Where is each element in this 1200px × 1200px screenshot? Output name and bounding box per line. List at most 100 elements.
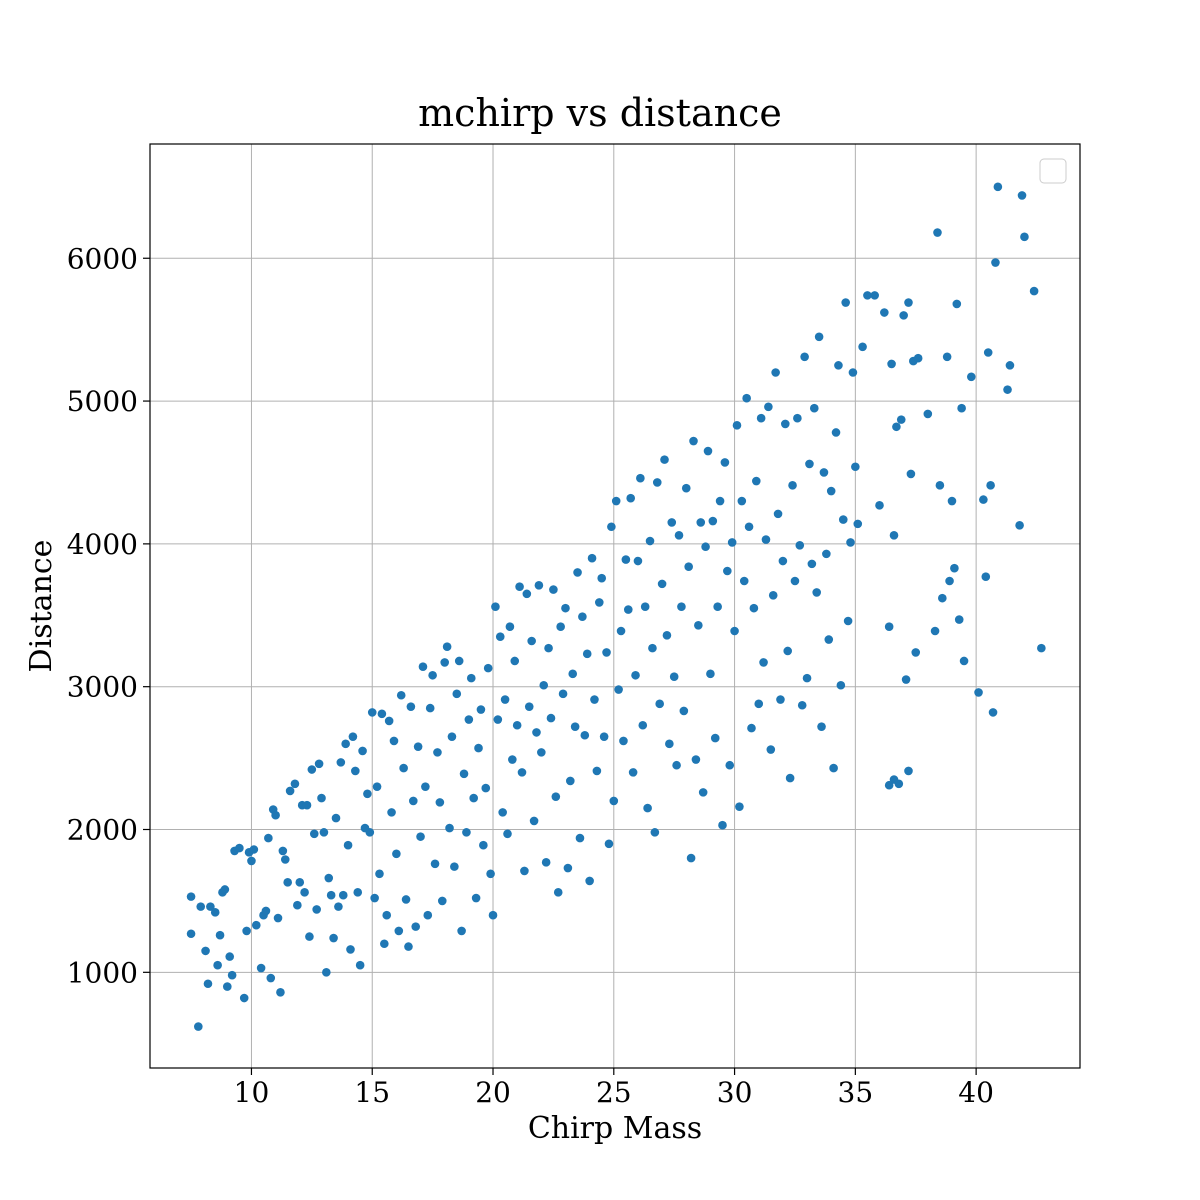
y-axis-ticks: 1000 2000 3000 4000 5000 6000 — [67, 242, 150, 989]
data-point — [401, 895, 411, 904]
data-point — [730, 626, 739, 636]
data-point — [348, 732, 358, 741]
data-point — [773, 509, 783, 519]
data-point — [672, 760, 681, 770]
data-point — [425, 703, 435, 713]
data-point — [611, 496, 621, 506]
data-point — [930, 626, 940, 636]
data-point — [351, 766, 360, 776]
data-point — [831, 428, 841, 437]
data-point — [911, 648, 921, 657]
x-tick-label: 25 — [596, 1076, 632, 1109]
data-point — [648, 643, 657, 653]
data-point — [384, 716, 394, 726]
data-point — [988, 708, 998, 717]
y-tick-label: 4000 — [67, 528, 138, 561]
data-point — [534, 580, 544, 590]
data-point — [735, 802, 744, 811]
data-point — [689, 436, 698, 446]
data-point — [942, 352, 952, 362]
data-point — [619, 736, 628, 746]
data-point — [800, 352, 809, 362]
data-point — [302, 800, 312, 810]
data-point — [643, 803, 652, 813]
data-point — [314, 759, 324, 769]
data-point — [544, 643, 553, 653]
data-point — [326, 890, 336, 900]
data-point — [935, 481, 945, 490]
data-point — [768, 590, 778, 600]
data-point — [747, 723, 756, 733]
data-point — [466, 673, 476, 683]
data-point — [479, 840, 488, 850]
plot-frame — [149, 143, 1081, 1069]
data-point — [592, 766, 602, 776]
data-point — [440, 658, 450, 667]
data-point — [766, 745, 776, 754]
data-point — [771, 368, 780, 377]
chart-title: mchirp vs distance — [418, 91, 782, 135]
data-point — [795, 541, 805, 550]
data-point — [628, 768, 638, 777]
data-point — [778, 556, 788, 566]
data-point — [725, 760, 735, 770]
data-point — [471, 893, 481, 903]
data-point — [276, 988, 285, 997]
data-point — [305, 932, 314, 941]
data-point — [667, 518, 677, 527]
data-point — [343, 840, 353, 850]
data-point — [495, 632, 505, 642]
data-point — [715, 496, 725, 506]
data-point — [812, 588, 822, 597]
data-point — [809, 403, 819, 413]
data-point — [814, 332, 824, 342]
data-point — [756, 413, 766, 423]
data-point — [923, 409, 933, 419]
data-point — [346, 945, 355, 954]
data-point — [329, 933, 338, 943]
data-point — [264, 833, 273, 843]
data-point — [580, 730, 590, 740]
y-tick-label: 6000 — [67, 242, 138, 275]
data-point — [887, 359, 896, 369]
data-point — [966, 372, 976, 382]
data-point — [652, 478, 662, 487]
data-point — [846, 538, 855, 547]
data-point — [568, 669, 578, 679]
x-tick-label: 10 — [234, 1076, 270, 1109]
data-point — [819, 468, 829, 477]
x-tick-label: 35 — [838, 1076, 874, 1109]
data-point — [904, 298, 913, 307]
data-point — [817, 722, 826, 731]
y-tick-label: 2000 — [67, 814, 138, 847]
data-point — [334, 902, 343, 911]
data-point — [271, 810, 280, 820]
data-point — [696, 518, 706, 527]
data-point — [411, 922, 421, 931]
data-point — [1017, 191, 1027, 200]
data-point — [367, 708, 377, 717]
data-point — [805, 459, 814, 469]
data-point — [631, 670, 640, 680]
data-point — [476, 705, 486, 714]
data-point — [549, 585, 558, 594]
data-point — [558, 689, 568, 699]
data-point — [986, 481, 995, 490]
data-point — [906, 469, 916, 479]
data-point — [578, 612, 587, 622]
data-point — [462, 828, 471, 837]
legend-box — [1039, 158, 1067, 184]
data-point — [498, 808, 507, 817]
data-point — [892, 422, 901, 432]
data-point — [435, 798, 445, 807]
data-point — [933, 228, 942, 237]
data-point — [836, 680, 846, 690]
data-point — [370, 893, 379, 903]
data-point — [1020, 232, 1029, 242]
data-point — [201, 946, 210, 956]
data-point — [553, 888, 563, 897]
data-point — [247, 856, 256, 866]
data-point — [793, 413, 802, 423]
data-point — [481, 783, 491, 793]
data-point — [392, 849, 401, 859]
